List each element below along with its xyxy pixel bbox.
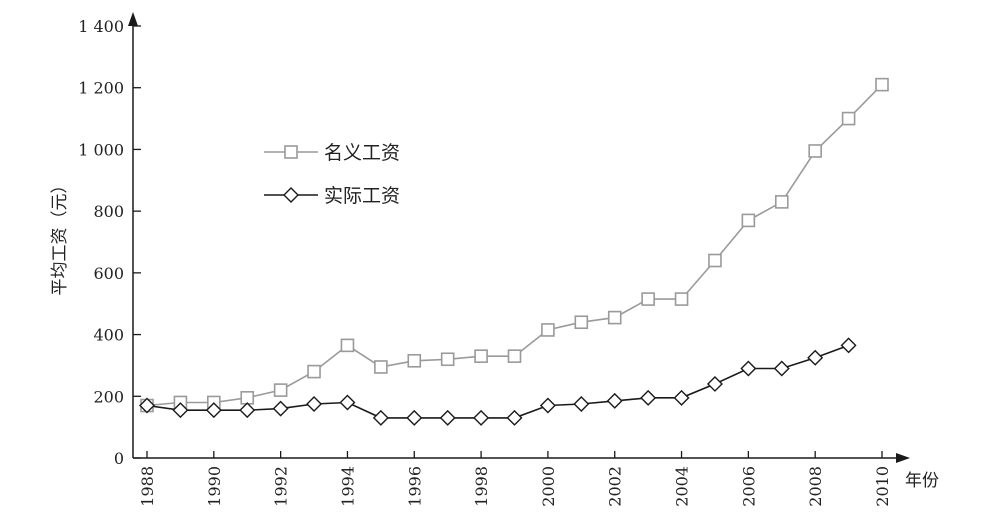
data-point-diamond bbox=[272, 400, 289, 417]
x-axis-arrow bbox=[896, 453, 910, 463]
y-tick-label: 0 bbox=[114, 449, 124, 468]
data-point-diamond bbox=[205, 402, 222, 419]
legend-item-nominal: 名义工资 bbox=[264, 142, 400, 164]
y-tick-label: 1 200 bbox=[78, 79, 124, 98]
legend-diamond-marker bbox=[283, 187, 299, 203]
data-point-diamond bbox=[807, 349, 824, 366]
data-point-diamond bbox=[473, 409, 490, 426]
data-point-square bbox=[240, 391, 255, 405]
y-axis-arrow bbox=[128, 12, 138, 26]
data-point-square bbox=[307, 364, 321, 379]
x-tick-label: 1998 bbox=[472, 466, 491, 507]
data-point-diamond bbox=[573, 396, 590, 412]
data-point-square bbox=[875, 77, 889, 92]
x-tick-label: 1996 bbox=[405, 466, 424, 507]
data-point-square bbox=[507, 349, 522, 363]
data-point-square bbox=[774, 195, 789, 209]
x-tick-label: 1992 bbox=[272, 466, 291, 507]
data-point-diamond bbox=[239, 402, 256, 419]
data-point-diamond bbox=[740, 360, 757, 377]
series-layer bbox=[139, 77, 889, 426]
data-point-diamond bbox=[139, 397, 155, 414]
data-point-diamond bbox=[172, 402, 189, 419]
data-point-diamond bbox=[372, 409, 389, 426]
legend-label-real: 实际工资 bbox=[324, 185, 400, 207]
data-point-square bbox=[607, 310, 622, 325]
x-tick-label: 1990 bbox=[205, 466, 224, 507]
data-point-diamond bbox=[640, 389, 657, 406]
legend-square-marker bbox=[284, 145, 298, 159]
legend-item-real: 实际工资 bbox=[264, 185, 400, 207]
data-point-square bbox=[374, 360, 388, 374]
data-point-diamond bbox=[506, 409, 523, 426]
y-tick-label: 200 bbox=[93, 387, 124, 406]
x-tick-label: 2006 bbox=[739, 466, 758, 507]
data-point-square bbox=[808, 144, 822, 158]
x-tick-label: 2002 bbox=[606, 466, 625, 507]
x-axis-label: 年份 bbox=[905, 471, 939, 491]
data-point-diamond bbox=[706, 375, 723, 392]
data-point-square bbox=[407, 353, 422, 368]
x-tick-label: 2010 bbox=[873, 466, 892, 507]
data-point-diamond bbox=[439, 409, 456, 426]
y-tick-label: 800 bbox=[93, 202, 124, 221]
y-tick-label: 400 bbox=[93, 326, 124, 345]
x-tick-label: 2004 bbox=[673, 466, 692, 507]
x-tick-label: 1994 bbox=[338, 466, 357, 507]
data-point-diamond bbox=[606, 392, 623, 409]
data-point-square bbox=[841, 111, 856, 126]
series-line bbox=[146, 344, 849, 419]
data-point-square bbox=[674, 292, 689, 306]
data-point-square bbox=[474, 349, 488, 363]
data-point-diamond bbox=[539, 397, 556, 414]
data-point-square bbox=[541, 323, 555, 337]
y-tick-label: 600 bbox=[93, 264, 124, 283]
data-point-diamond bbox=[339, 394, 356, 411]
legend-label-nominal: 名义工资 bbox=[324, 142, 400, 164]
data-point-square bbox=[708, 253, 722, 268]
data-point-square bbox=[340, 338, 355, 353]
y-tick-label: 1 000 bbox=[78, 140, 124, 159]
data-point-diamond bbox=[406, 409, 423, 426]
data-point-square bbox=[440, 352, 455, 367]
data-point-diamond bbox=[673, 389, 690, 406]
series-real-wage bbox=[139, 337, 857, 426]
data-point-diamond bbox=[773, 360, 790, 377]
x-axis: 1988 1990 1992 1994 1996 1998 2000 2002 2004 2006… bbox=[133, 451, 910, 507]
y-axis: 0 200 400 600 800 1 000 1 200 1 400 bbox=[78, 12, 141, 468]
data-point-diamond bbox=[840, 337, 857, 354]
data-point-square bbox=[741, 213, 756, 228]
y-axis-label: 平均工资（元） bbox=[50, 177, 70, 296]
x-tick-label: 2008 bbox=[806, 466, 825, 507]
data-point-square bbox=[641, 292, 655, 306]
data-point-square bbox=[273, 383, 288, 397]
legend: 名义工资 实际工资 bbox=[264, 142, 400, 207]
x-tick-label: 2000 bbox=[539, 466, 558, 507]
data-point-diamond bbox=[306, 396, 323, 412]
x-tick-label: 1988 bbox=[138, 466, 157, 507]
series-nominal-wage bbox=[140, 77, 889, 413]
y-tick-label: 1 400 bbox=[78, 17, 124, 36]
data-point-square bbox=[574, 315, 589, 330]
